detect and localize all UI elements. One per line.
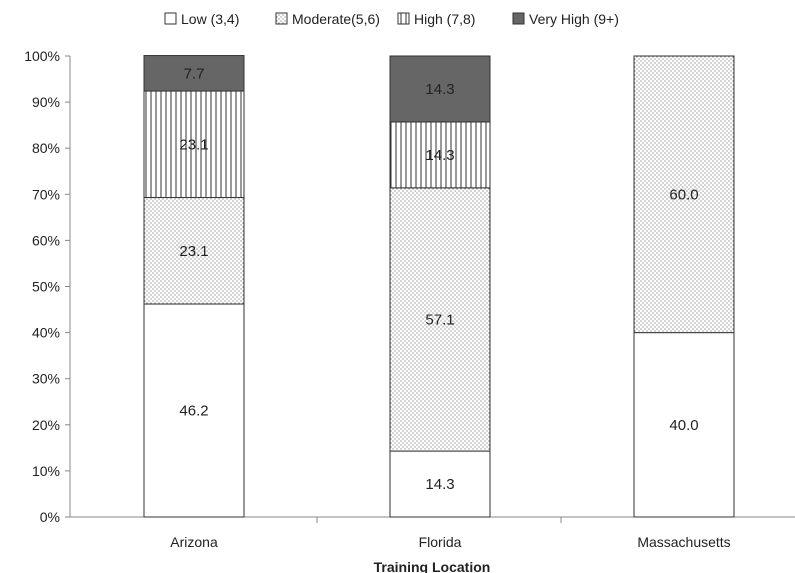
y-tick-label: 70% <box>32 186 60 202</box>
data-label: 7.7 <box>184 65 205 82</box>
bar-segment <box>143 303 245 518</box>
bar-segment <box>143 197 245 305</box>
y-tick-label: 60% <box>32 232 60 248</box>
bar-segment <box>389 187 491 452</box>
legend-label: Very High (9+) <box>529 11 619 27</box>
bar-segment <box>633 55 735 334</box>
y-tick-label: 50% <box>32 279 60 295</box>
data-label: 23.1 <box>179 136 208 153</box>
y-tick-label: 90% <box>32 94 60 110</box>
data-label: 23.1 <box>179 243 208 260</box>
y-tick-label: 30% <box>32 371 60 387</box>
x-tick-label: Arizona <box>170 534 218 550</box>
x-axis-title: Training Location <box>374 559 491 573</box>
y-tick-label: 100% <box>24 48 60 64</box>
bar-segment <box>143 55 245 92</box>
bars <box>143 55 735 518</box>
legend-label: Moderate(5,6) <box>292 11 380 27</box>
x-tick-label: Florida <box>419 534 462 550</box>
legend-swatch <box>275 12 288 25</box>
bar-segment <box>389 450 491 518</box>
data-labels: 46.2 23.1 23.1 7.7 14.3 57.1 14.3 14.3 40.0 60.0 <box>179 65 698 493</box>
legend: Low (3,4) Moderate(5,6) High (7,8) Very Hig… <box>164 11 619 27</box>
legend-label: Low (3,4) <box>181 11 239 27</box>
y-tick-label: 40% <box>32 325 60 341</box>
y-tick-label: 10% <box>32 463 60 479</box>
bar-segment <box>143 90 245 199</box>
y-tick-label: 80% <box>32 140 60 156</box>
legend-swatch <box>164 12 177 25</box>
data-label: 14.3 <box>425 81 454 98</box>
data-label: 60.0 <box>669 186 698 203</box>
legend-label: High (7,8) <box>414 11 475 27</box>
data-label: 57.1 <box>425 311 454 328</box>
data-label: 40.0 <box>669 417 698 434</box>
y-tick-label: 0% <box>40 509 60 525</box>
data-label: 46.2 <box>179 403 208 420</box>
axes: 0% 10% 20% 30% 40% 50% 60% 70% 80% 90% 100% Arizona… <box>24 48 795 550</box>
x-tick-label: Massachusetts <box>637 534 730 550</box>
bar-segment <box>389 55 491 123</box>
legend-swatch <box>397 12 410 25</box>
y-tick-label: 20% <box>32 417 60 433</box>
legend-swatch <box>512 12 525 25</box>
data-label: 14.3 <box>425 476 454 493</box>
data-label: 14.3 <box>425 147 454 164</box>
